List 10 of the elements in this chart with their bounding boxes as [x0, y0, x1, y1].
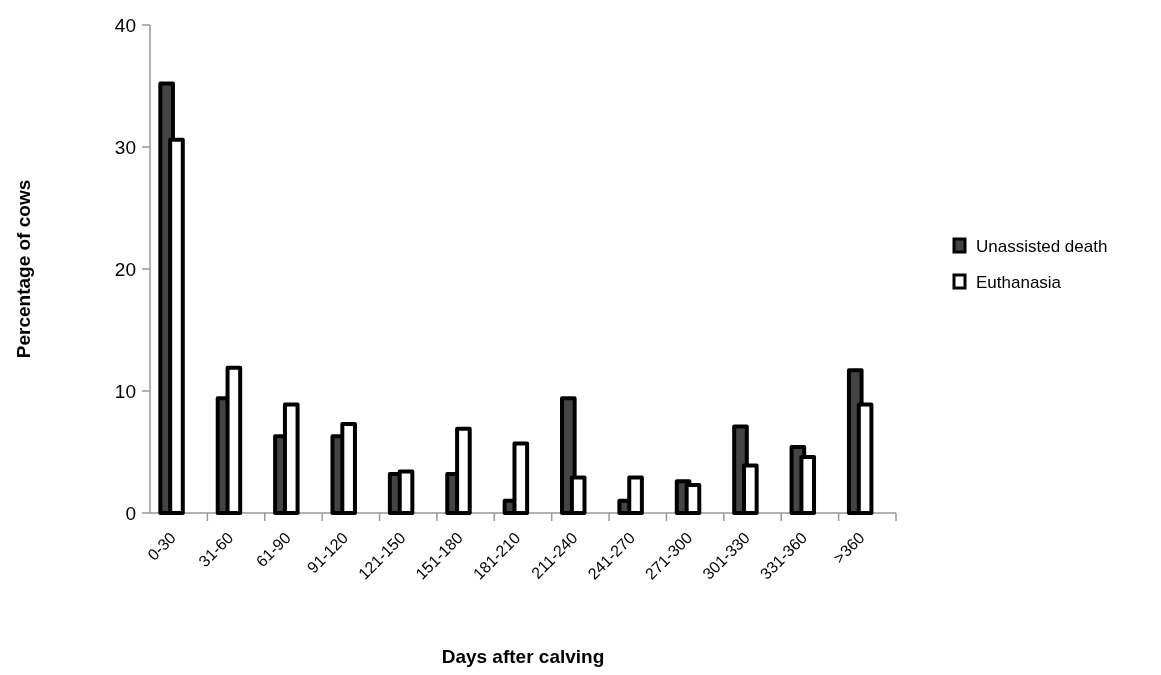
- x-axis-title: Days after calving: [441, 646, 605, 667]
- y-tick-label: 10: [114, 380, 136, 402]
- y-tick-label: 0: [125, 502, 136, 524]
- y-axis-title: Percentage of cows: [13, 179, 34, 359]
- x-tick-label: 0-30: [144, 528, 180, 564]
- y-tick-label: 40: [114, 14, 136, 36]
- legend-label: Euthanasia: [976, 272, 1062, 292]
- legend-label: Unassisted death: [976, 236, 1108, 256]
- y-tick-label: 30: [114, 136, 136, 158]
- y-tick-label: 20: [114, 258, 136, 280]
